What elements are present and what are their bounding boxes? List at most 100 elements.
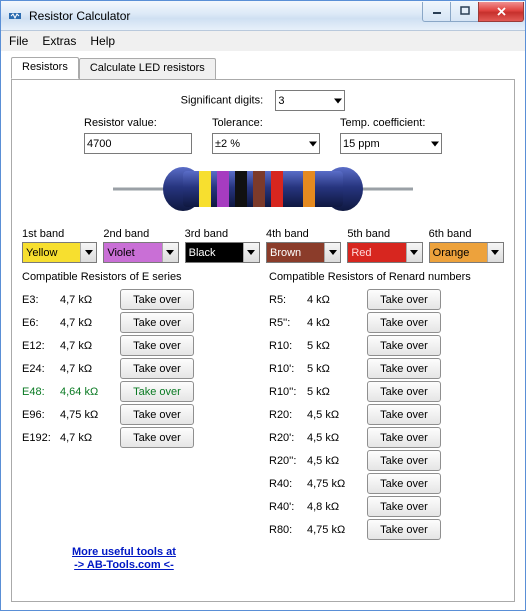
band-label-3: 3rd band xyxy=(185,228,260,240)
eseries-value: 4,7 kΩ xyxy=(60,294,116,306)
eseries-row: E192: 4,7 kΩ Take over xyxy=(22,426,257,449)
app-icon xyxy=(7,8,23,24)
renard-label: R80: xyxy=(269,524,303,536)
band-select-2[interactable]: Violet xyxy=(103,242,178,263)
renard-takeover-button[interactable]: Take over xyxy=(367,519,441,540)
band-select-5[interactable]: Red xyxy=(347,242,422,263)
band-label-2: 2nd band xyxy=(103,228,178,240)
eseries-panel: Compatible Resistors of E series E3: 4,7 … xyxy=(22,271,257,541)
tolerance-select[interactable]: ±2 % xyxy=(212,133,320,154)
series-columns: Compatible Resistors of E series E3: 4,7 … xyxy=(22,271,504,541)
band-select-1[interactable]: Yellow xyxy=(22,242,97,263)
band-label-5: 5th band xyxy=(347,228,422,240)
footer-link[interactable]: More useful tools at-> AB-Tools.com <- xyxy=(72,546,176,574)
band-select-4[interactable]: Brown xyxy=(266,242,341,263)
renard-takeover-button[interactable]: Take over xyxy=(367,450,441,471)
eseries-value: 4,7 kΩ xyxy=(60,317,116,329)
resistor-graphic xyxy=(22,158,504,220)
eseries-value: 4,7 kΩ xyxy=(60,432,116,444)
sig-digits-row: Significant digits: 3 xyxy=(22,90,504,111)
renard-row: R10': 5 kΩ Take over xyxy=(269,357,504,380)
eseries-takeover-button[interactable]: Take over xyxy=(120,289,194,310)
eseries-row: E96:4,75 kΩTake over xyxy=(22,403,257,426)
eseries-takeover-button[interactable]: Take over xyxy=(120,312,194,333)
tab-led[interactable]: Calculate LED resistors xyxy=(79,58,216,80)
renard-value: 4 kΩ xyxy=(307,317,363,329)
renard-row: R20: 4,5 kΩ Take over xyxy=(269,403,504,426)
renard-label: R20': xyxy=(269,432,303,444)
renard-value: 5 kΩ xyxy=(307,363,363,375)
renard-label: R10: xyxy=(269,340,303,352)
eseries-label: E3: xyxy=(22,294,56,306)
tab-resistors[interactable]: Resistors xyxy=(11,57,79,79)
renard-takeover-button[interactable]: Take over xyxy=(367,335,441,356)
menu-help[interactable]: Help xyxy=(90,34,115,48)
tolerance-label: Tolerance: xyxy=(212,117,263,131)
eseries-label: E192: xyxy=(22,432,56,444)
titlebar[interactable]: Resistor Calculator xyxy=(1,1,525,31)
renard-takeover-button[interactable]: Take over xyxy=(367,381,441,402)
renard-takeover-button[interactable]: Take over xyxy=(367,473,441,494)
tempcoeff-label: Temp. coefficient: xyxy=(340,117,425,131)
tempcoeff-select[interactable]: 15 ppm xyxy=(340,133,442,154)
resistor-value-input[interactable] xyxy=(84,133,192,154)
renard-value: 4,8 kΩ xyxy=(307,501,363,513)
eseries-takeover-button[interactable]: Take over xyxy=(120,427,194,448)
eseries-takeover-button[interactable]: Take over xyxy=(120,381,194,402)
renard-row: R10: 5 kΩ Take over xyxy=(269,334,504,357)
sig-digits-select[interactable]: 3 xyxy=(275,90,345,111)
renard-row: R5'': 4 kΩ Take over xyxy=(269,311,504,334)
eseries-label: E96: xyxy=(22,409,56,421)
band-label-4: 4th band xyxy=(266,228,341,240)
eseries-row: E24: 4,7 kΩ Take over xyxy=(22,357,257,380)
renard-value: 4,75 kΩ xyxy=(307,478,363,490)
renard-row: R5:4 kΩTake over xyxy=(269,288,504,311)
params-row: Resistor value: Tolerance: ±2 % Temp. co… xyxy=(22,117,504,154)
renard-takeover-button[interactable]: Take over xyxy=(367,404,441,425)
band-col-6: 6th bandOrange xyxy=(429,228,504,263)
renard-value: 5 kΩ xyxy=(307,340,363,352)
renard-takeover-button[interactable]: Take over xyxy=(367,427,441,448)
renard-label: R5: xyxy=(269,294,303,306)
close-button[interactable] xyxy=(478,2,524,22)
eseries-value: 4,7 kΩ xyxy=(60,340,116,352)
renard-label: R40: xyxy=(269,478,303,490)
renard-takeover-button[interactable]: Take over xyxy=(367,496,441,517)
window-title: Resistor Calculator xyxy=(29,9,423,23)
renard-label: R10': xyxy=(269,363,303,375)
renard-takeover-button[interactable]: Take over xyxy=(367,312,441,333)
eseries-label: E24: xyxy=(22,363,56,375)
band-col-3: 3rd band Black xyxy=(185,228,260,263)
renard-value: 5 kΩ xyxy=(307,386,363,398)
menubar: File Extras Help xyxy=(1,31,525,51)
menu-file[interactable]: File xyxy=(9,34,28,48)
app-window: Resistor Calculator File Extras Help Res… xyxy=(0,0,526,611)
band-col-5: 5th band Red xyxy=(347,228,422,263)
renard-value: 4,5 kΩ xyxy=(307,432,363,444)
minimize-button[interactable] xyxy=(422,2,451,22)
eseries-takeover-button[interactable]: Take over xyxy=(120,335,194,356)
eseries-value: 4,7 kΩ xyxy=(60,363,116,375)
renard-takeover-button[interactable]: Take over xyxy=(367,358,441,379)
renard-row: R20': 4,5 kΩ Take over xyxy=(269,426,504,449)
eseries-takeover-button[interactable]: Take over xyxy=(120,404,194,425)
sig-digits-label: Significant digits: xyxy=(181,95,264,107)
eseries-label: E12: xyxy=(22,340,56,352)
renard-label: R5'': xyxy=(269,317,303,329)
band-select-6[interactable]: Orange xyxy=(429,242,504,263)
renard-row: R80:4,75 kΩTake over xyxy=(269,518,504,541)
eseries-title: Compatible Resistors of E series xyxy=(22,271,257,283)
band-select-3[interactable]: Black xyxy=(185,242,260,263)
eseries-takeover-button[interactable]: Take over xyxy=(120,358,194,379)
eseries-label: E6: xyxy=(22,317,56,329)
renard-value: 4,5 kΩ xyxy=(307,409,363,421)
client-area: Resistors Calculate LED resistors Signif… xyxy=(1,51,525,610)
renard-value: 4,5 kΩ xyxy=(307,455,363,467)
menu-extras[interactable]: Extras xyxy=(42,34,76,48)
renard-row: R40: 4,75 kΩ Take over xyxy=(269,472,504,495)
eseries-value: 4,64 kΩ xyxy=(60,386,116,398)
renard-takeover-button[interactable]: Take over xyxy=(367,289,441,310)
maximize-button[interactable] xyxy=(450,2,479,22)
renard-title: Compatible Resistors of Renard numbers xyxy=(269,271,504,283)
renard-label: R20: xyxy=(269,409,303,421)
